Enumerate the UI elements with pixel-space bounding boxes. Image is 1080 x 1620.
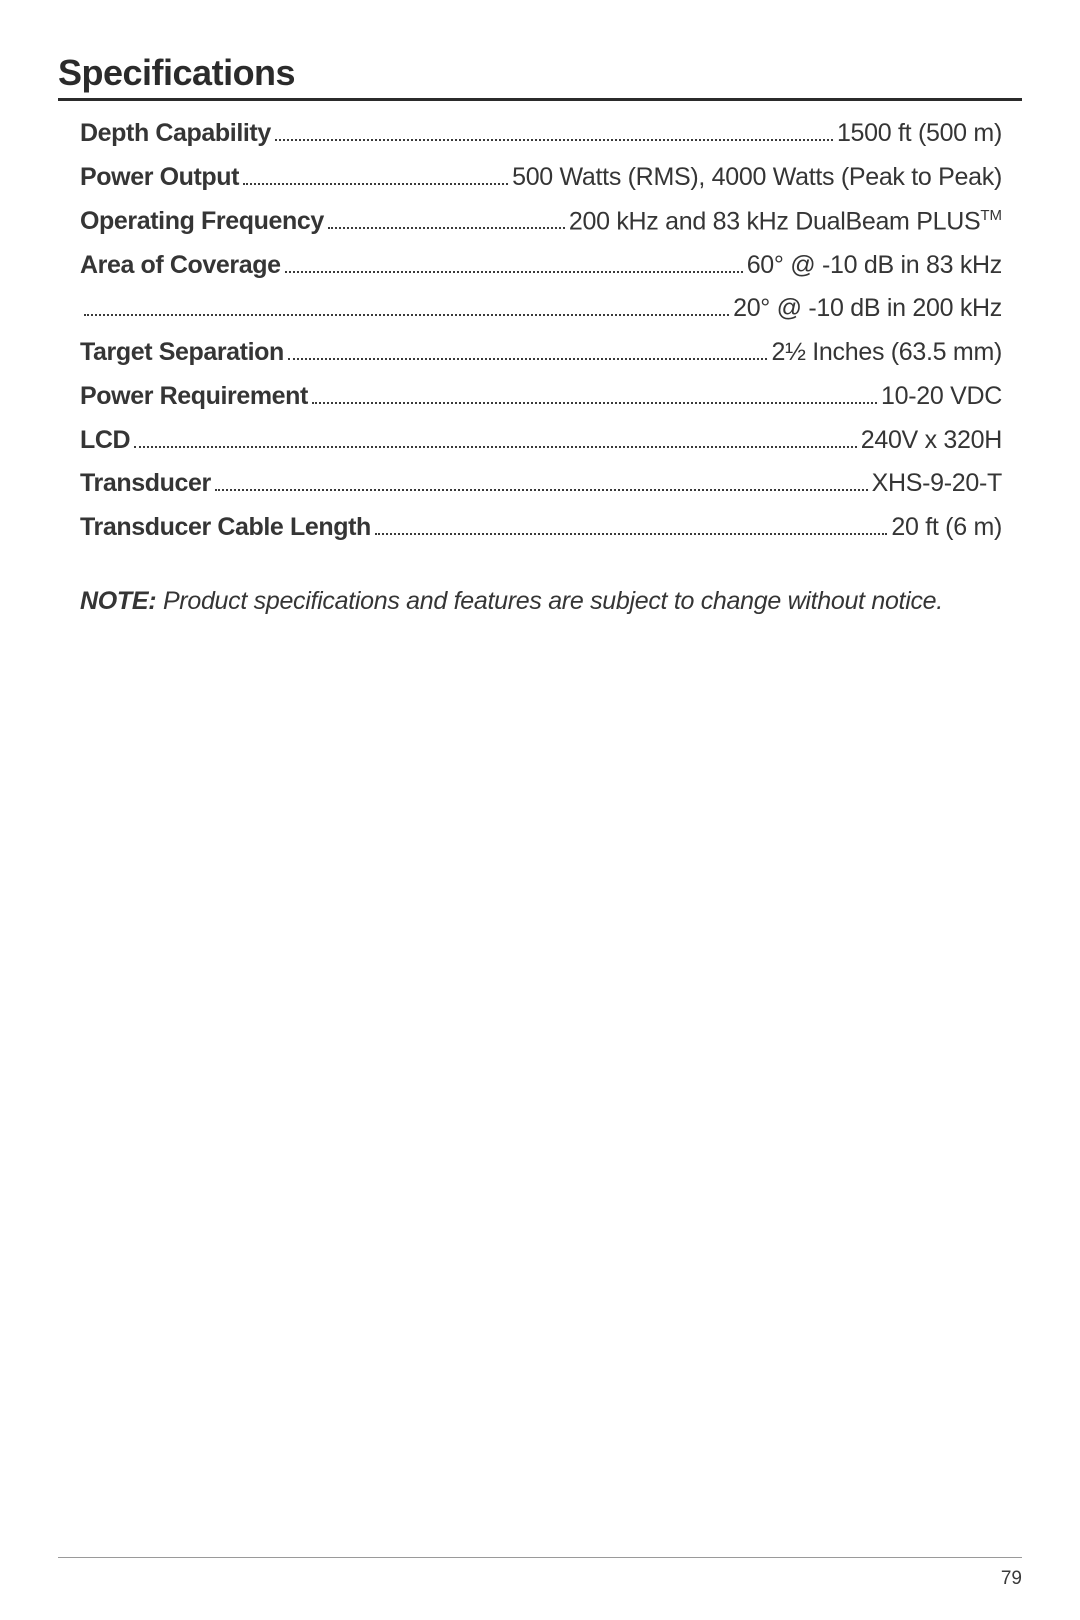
note: NOTE: Product specifications and feature… — [58, 557, 1022, 616]
spec-label: Area of Coverage — [80, 251, 281, 280]
note-label: NOTE: — [80, 587, 156, 615]
spec-value: 20° @ -10 dB in 200 kHz — [733, 294, 1002, 323]
leader-dots — [215, 471, 868, 491]
spec-list: Depth Capability 1500 ft (500 m) Power Out… — [58, 119, 1022, 542]
footer-rule — [58, 1557, 1022, 1558]
leader-dots — [328, 209, 565, 229]
spec-label: Power Output — [80, 163, 239, 192]
spec-row: Power Requirement 10-20 VDC — [80, 382, 1002, 411]
spec-label: LCD — [80, 426, 130, 455]
spec-label: Operating Frequency — [80, 207, 324, 236]
spec-value: 500 Watts (RMS), 4000 Watts (Peak to Pea… — [512, 163, 1002, 192]
spec-row: LCD 240V x 320H — [80, 426, 1002, 455]
leader-dots — [84, 296, 729, 316]
spec-row: Target Separation 2½ Inches (63.5 mm) — [80, 338, 1002, 367]
spec-label: Power Requirement — [80, 382, 308, 411]
spec-label: Target Separation — [80, 338, 284, 367]
leader-dots — [375, 515, 888, 535]
leader-dots — [288, 340, 768, 360]
spec-row: Operating Frequency 200 kHz and 83 kHz Du… — [80, 207, 1002, 236]
leader-dots — [134, 428, 857, 448]
spec-value: 1500 ft (500 m) — [837, 119, 1002, 148]
leader-dots — [243, 165, 508, 185]
section-title: Specifications — [58, 52, 1022, 101]
spec-row: Transducer XHS-9-20-T — [80, 469, 1002, 498]
spec-value: 200 kHz and 83 kHz DualBeam PLUSTM — [569, 207, 1002, 236]
spec-row: Transducer Cable Length 20 ft (6 m) — [80, 513, 1002, 542]
spec-label: Transducer — [80, 469, 211, 498]
leader-dots — [285, 253, 743, 273]
spec-value: 10-20 VDC — [881, 382, 1002, 411]
leader-dots — [275, 121, 833, 141]
spec-row: Power Output 500 Watts (RMS), 4000 Watts … — [80, 163, 1002, 192]
spec-row: 20° @ -10 dB in 200 kHz — [80, 294, 1002, 323]
spec-value: 2½ Inches (63.5 mm) — [771, 338, 1002, 367]
spec-label: Depth Capability — [80, 119, 271, 148]
spec-value: 20 ft (6 m) — [891, 513, 1002, 542]
spec-label: Transducer Cable Length — [80, 513, 371, 542]
spec-row: Depth Capability 1500 ft (500 m) — [80, 119, 1002, 148]
spec-row: Area of Coverage 60° @ -10 dB in 83 kHz — [80, 251, 1002, 280]
leader-dots — [312, 384, 877, 404]
spec-value: 240V x 320H — [861, 426, 1002, 455]
note-text: Product specifications and features are … — [163, 587, 943, 615]
spec-value: XHS-9-20-T — [872, 469, 1002, 498]
spec-value: 60° @ -10 dB in 83 kHz — [747, 251, 1002, 280]
trademark-symbol: TM — [980, 207, 1002, 224]
page-number: 79 — [1001, 1568, 1022, 1590]
